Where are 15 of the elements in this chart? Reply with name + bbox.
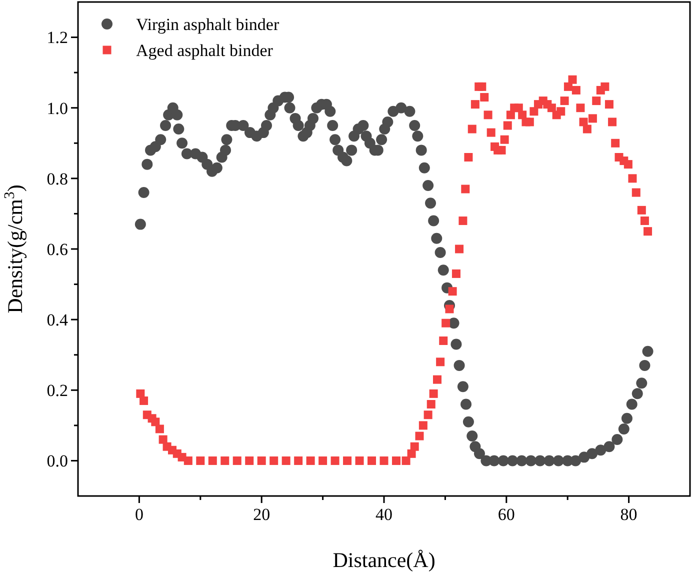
y-tick-label: 0.2 bbox=[46, 381, 68, 400]
legend-label: Aged asphalt binder bbox=[136, 40, 274, 60]
y-tick-label: 1.0 bbox=[46, 98, 68, 118]
y-tick-label: 0.4 bbox=[46, 310, 68, 330]
y-tick-label: 0.0 bbox=[46, 452, 68, 471]
y-tick-label: 1.2 bbox=[46, 28, 68, 48]
x-axis-title: Distance(Å) bbox=[332, 548, 436, 572]
legend-label: Virgin asphalt binder bbox=[136, 14, 280, 34]
y-tick-label: 0.8 bbox=[46, 169, 68, 188]
x-tick-label: 0 bbox=[134, 505, 144, 524]
x-tick-label: 80 bbox=[620, 505, 638, 524]
x-tick-label: 40 bbox=[376, 505, 392, 524]
x-tick-label: 20 bbox=[253, 505, 270, 524]
y-tick-label: 0.6 bbox=[46, 240, 68, 259]
x-tick-label: 60 bbox=[498, 505, 515, 524]
